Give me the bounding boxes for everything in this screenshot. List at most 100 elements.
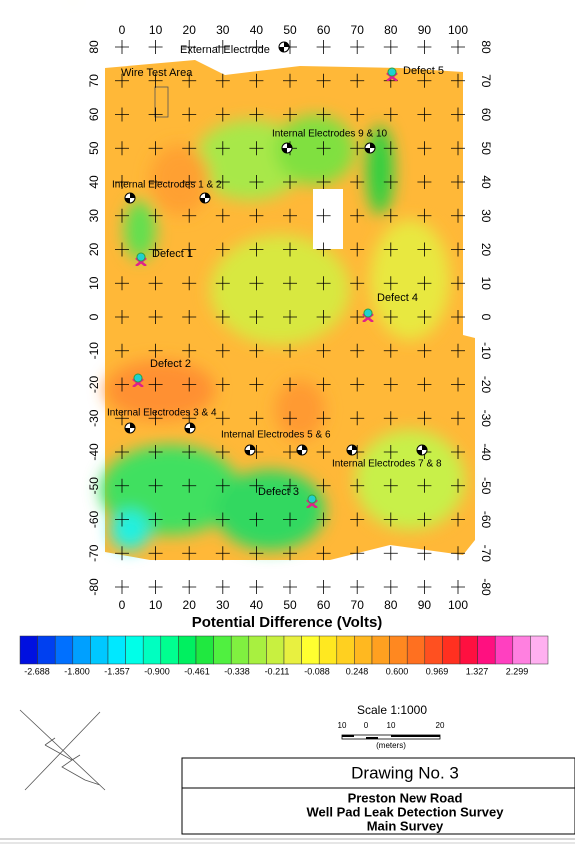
legend-swatch — [406, 635, 426, 665]
y-tick-label: -20 — [479, 376, 493, 394]
legend-swatch — [442, 635, 461, 665]
grid-cross — [451, 580, 465, 594]
grid-cross — [383, 377, 398, 392]
y-tick-label: -40 — [87, 443, 101, 461]
x-tick-label: 30 — [216, 23, 230, 37]
grid-cross — [115, 546, 129, 561]
grid-cross — [350, 107, 365, 122]
grid-cross — [316, 208, 331, 223]
grid-cross — [215, 40, 230, 54]
y-tick-label: 40 — [479, 175, 493, 189]
grid-cross — [148, 208, 163, 223]
y-tick-label: 30 — [479, 209, 493, 223]
label: Wire Test Area — [121, 67, 193, 79]
grid-cross — [182, 478, 197, 493]
grid-cross — [451, 276, 465, 291]
grid-cross — [350, 546, 365, 561]
grid-cross — [215, 478, 230, 493]
y-tick-label: -70 — [87, 544, 101, 562]
y-tick-label: 80 — [479, 40, 493, 54]
y-tick-label: -70 — [479, 545, 493, 563]
grid-cross — [451, 546, 465, 561]
y-tick-label: 80 — [87, 40, 101, 54]
label: Internal Electrodes 3 & 4 — [107, 408, 217, 419]
grid-cross — [283, 580, 297, 594]
grid-cross — [249, 107, 264, 122]
y-tick-label: -20 — [87, 376, 101, 394]
grid-cross — [249, 141, 264, 156]
grid-cross — [417, 107, 432, 122]
x-tick-label: 40 — [250, 598, 264, 612]
heatmap — [72, 0, 475, 560]
grid-cross — [283, 478, 297, 493]
grid-cross — [383, 478, 398, 493]
grid-cross — [115, 580, 129, 594]
grid-cross — [350, 310, 365, 324]
y-tick-label: -10 — [87, 342, 101, 360]
y-tick-label: -60 — [87, 511, 101, 529]
grid-cross — [249, 40, 264, 54]
grid-cross — [249, 310, 264, 324]
legend-label: -0.900 — [144, 666, 170, 676]
grid-cross — [249, 411, 264, 426]
grid-cross — [451, 175, 465, 189]
label: Internal Electrodes 1 & 2 — [112, 180, 222, 191]
legend-swatch — [301, 635, 320, 665]
grid-cross — [417, 411, 432, 426]
grid-cross — [283, 73, 297, 88]
legend-swatch — [266, 635, 285, 665]
x-tick-label: 20 — [183, 23, 197, 37]
grid-cross — [182, 107, 197, 122]
annotations: External Electrode Wire Test Area Defect… — [107, 44, 444, 498]
x-tick-label: 40 — [250, 23, 264, 37]
grid-cross — [316, 445, 331, 459]
grid-cross — [148, 107, 163, 122]
legend-swatch — [283, 635, 302, 665]
y-tick-label: 20 — [479, 243, 493, 257]
legend-label: -0.088 — [304, 666, 330, 676]
label: Defect 2 — [150, 358, 191, 370]
grid-cross — [316, 343, 331, 358]
legend-label: 0.248 — [346, 666, 369, 676]
x-tick-label: 50 — [283, 598, 297, 612]
y-tick-label: -50 — [479, 477, 493, 495]
grid-cross — [383, 445, 398, 459]
grid-cross — [249, 343, 264, 358]
grid-cross — [451, 242, 465, 257]
grid-cross — [350, 73, 365, 88]
grid-cross — [115, 411, 129, 426]
legend-label: -1.357 — [104, 666, 130, 676]
grid-cross — [249, 546, 264, 561]
legend-swatch — [54, 635, 74, 665]
grid-cross — [215, 580, 230, 594]
y-tick-label: 20 — [87, 243, 101, 257]
grid-cross — [417, 40, 432, 54]
grid-cross — [115, 512, 129, 527]
y-tick-label: 10 — [87, 276, 101, 290]
grid-cross — [249, 478, 264, 493]
grid-cross — [249, 175, 264, 189]
grid-cross — [115, 445, 129, 459]
legend-label: 2.299 — [506, 666, 529, 676]
title-line: Main Survey — [367, 818, 444, 833]
x-tick-label: 90 — [418, 598, 432, 612]
grid-cross — [316, 242, 331, 257]
grid-cross — [182, 343, 197, 358]
scale-label: 0 — [364, 721, 369, 730]
grid-cross — [451, 73, 465, 88]
x-tick-label: 60 — [317, 23, 331, 37]
grid-cross — [417, 175, 432, 189]
y-tick-label: -60 — [479, 511, 493, 529]
grid-cross — [451, 107, 465, 122]
grid-cross — [283, 310, 297, 324]
grid-cross — [350, 276, 365, 291]
label: Defect 1 — [152, 248, 193, 260]
legend-label: 1.327 — [466, 666, 489, 676]
grid-cross — [215, 73, 230, 88]
grid-cross — [350, 580, 365, 594]
grid-cross — [182, 445, 197, 459]
grid-cross — [383, 276, 398, 291]
legend-swatch — [424, 635, 443, 665]
north-arrow — [19, 709, 106, 791]
x-tick-label: 20 — [183, 598, 197, 612]
